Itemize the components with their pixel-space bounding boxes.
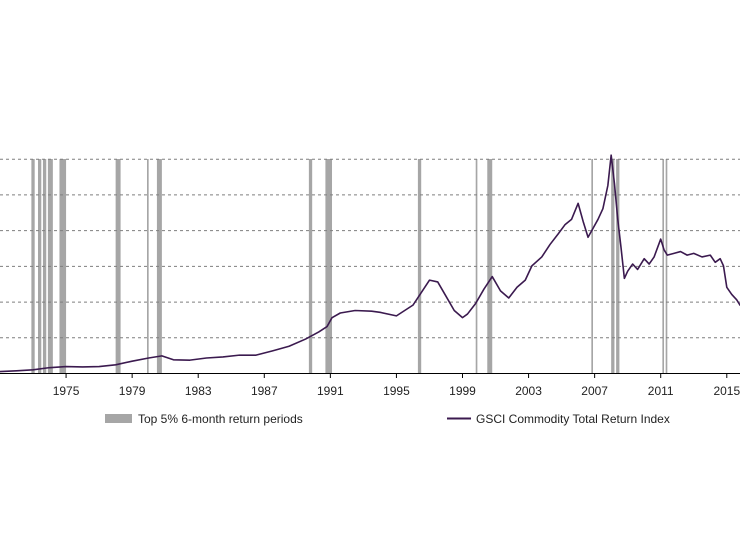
shaded-period-1	[31, 159, 35, 373]
x-tick-label-1975: 1975	[53, 384, 80, 398]
x-tick-label-1987: 1987	[251, 384, 278, 398]
shaded-period-17	[662, 159, 665, 373]
shaded-period-11	[417, 159, 422, 373]
x-tick-label-2003: 2003	[515, 384, 542, 398]
shaded-period-2	[37, 159, 42, 373]
shaded-period-7	[147, 159, 149, 373]
x-tick-label-1991: 1991	[317, 384, 344, 398]
x-tick-label-2007: 2007	[581, 384, 608, 398]
series-layer	[0, 154, 740, 373]
legend-label-shaded-periods: Top 5% 6-month return periods	[138, 412, 303, 426]
x-tick-label-2011: 2011	[648, 384, 674, 398]
x-tick-label-1979: 1979	[119, 384, 146, 398]
shaded-period-6	[115, 159, 121, 373]
x-tick-label-2015: 2015	[713, 384, 740, 398]
series-line-gsci	[0, 154, 740, 373]
shaded-period-14	[591, 159, 593, 373]
legend-label-gsci-line: GSCI Commodity Total Return Index	[476, 412, 670, 426]
shaded-period-10	[325, 159, 333, 373]
shaded-period-16	[616, 159, 620, 373]
shaded-period-13	[487, 159, 493, 373]
x-tick-label-1995: 1995	[383, 384, 410, 398]
x-axis: 1975 1979 1983 1987 1991 1995 1999 2003 2007 2011…	[0, 373, 740, 398]
legend-swatch-shaded-periods	[105, 414, 132, 423]
shaded-period-8	[156, 159, 162, 373]
x-tick-label-1983: 1983	[185, 384, 212, 398]
shaded-period-9	[308, 159, 313, 373]
legend: Top 5% 6-month return periods GSCI Commo…	[105, 412, 670, 426]
x-tick-label-1999: 1999	[449, 384, 476, 398]
